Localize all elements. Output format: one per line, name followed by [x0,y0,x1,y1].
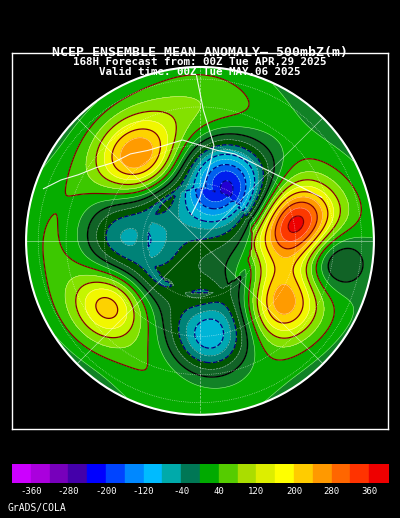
Text: GrADS/COLA: GrADS/COLA [8,503,67,513]
Text: -120: -120 [133,487,154,496]
Text: 360: 360 [361,487,377,496]
Text: 200: 200 [286,487,302,496]
Text: -280: -280 [58,487,79,496]
Text: NCEP ENSEMBLE MEAN ANOMALY– 500mbZ(m): NCEP ENSEMBLE MEAN ANOMALY– 500mbZ(m) [52,46,348,59]
Text: Valid time: 00Z Tue MAY,06 2025: Valid time: 00Z Tue MAY,06 2025 [99,67,301,77]
Text: 120: 120 [248,487,264,496]
Text: 280: 280 [324,487,340,496]
Text: -40: -40 [173,487,189,496]
Text: -360: -360 [20,487,42,496]
Polygon shape [26,67,374,415]
Text: 168H Forecast from: 00Z Tue APR,29 2025: 168H Forecast from: 00Z Tue APR,29 2025 [73,57,327,67]
Text: 40: 40 [214,487,224,496]
Text: -200: -200 [95,487,117,496]
